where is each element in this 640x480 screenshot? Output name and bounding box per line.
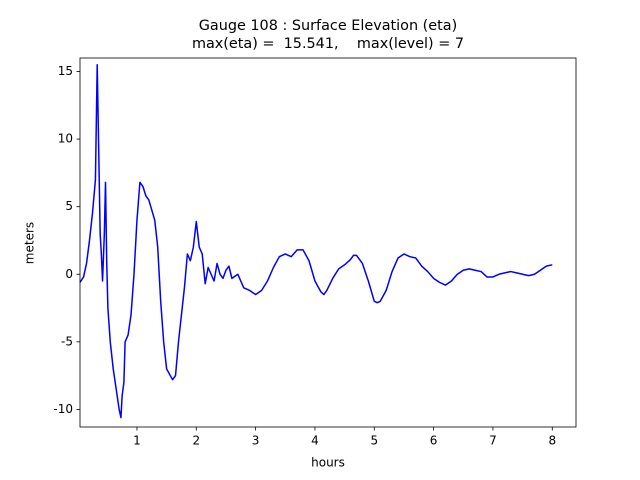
x-axis-label: hours — [311, 456, 345, 470]
y-tick-label: -10 — [53, 402, 73, 416]
x-tick-label: 7 — [489, 434, 497, 448]
y-tick-label: 15 — [58, 64, 73, 78]
x-tick-label: 4 — [311, 434, 319, 448]
data-line — [79, 64, 553, 419]
y-axis-label: meters — [23, 222, 37, 264]
x-tick-label: 5 — [370, 434, 378, 448]
y-tick-label: 5 — [65, 199, 73, 213]
chart-title: Gauge 108 : Surface Elevation (eta) — [199, 18, 457, 34]
plot-frame — [79, 57, 577, 428]
x-tick-label: 2 — [192, 434, 200, 448]
x-tick-label: 3 — [252, 434, 260, 448]
y-tick-label: 10 — [58, 132, 73, 146]
y-tick-label: 0 — [65, 267, 73, 281]
x-tick-label: 8 — [548, 434, 556, 448]
x-tick-label: 6 — [430, 434, 438, 448]
y-tick-label: -5 — [61, 334, 73, 348]
x-tick-label: 1 — [133, 434, 141, 448]
chart-subtitle: max(eta) = 15.541, max(level) = 7 — [192, 36, 464, 52]
